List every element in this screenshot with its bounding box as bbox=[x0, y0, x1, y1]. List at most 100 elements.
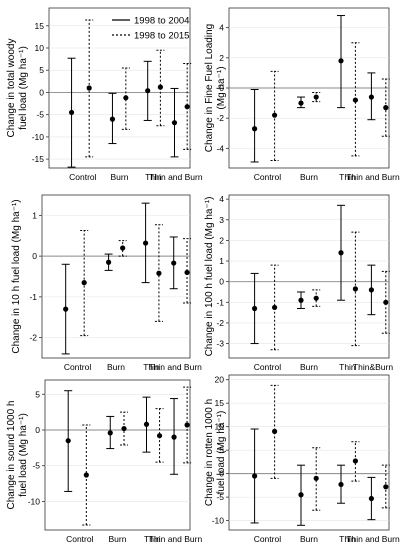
y-tick-label: 0 bbox=[219, 83, 224, 93]
legend-dotted-label: 1998 to 2015 bbox=[134, 31, 189, 42]
y-axis-label: (Mg ha⁻¹) bbox=[216, 66, 227, 109]
mean-point bbox=[352, 286, 358, 292]
y-tick-label: -2 bbox=[216, 113, 224, 123]
mean-point bbox=[171, 120, 178, 126]
y-tick-label: -5 bbox=[216, 492, 224, 502]
y-axis-label: Change in Fine Fuel Loading bbox=[204, 24, 215, 152]
mean-point bbox=[86, 85, 92, 91]
mean-point bbox=[383, 484, 389, 490]
mean-point bbox=[338, 481, 344, 488]
y-tick-label: 5 bbox=[219, 445, 224, 455]
mean-point bbox=[184, 104, 190, 110]
y-tick-label: 10 bbox=[35, 43, 45, 53]
mean-point bbox=[65, 438, 71, 444]
y-tick-label: -3 bbox=[216, 339, 224, 349]
x-category-label: Thin and Burn bbox=[346, 534, 400, 544]
y-axis-label: Change in 10 h fuel load (Mg ha⁻¹) bbox=[11, 199, 22, 353]
plot-frame bbox=[228, 374, 390, 531]
x-category-label: Thin bbox=[339, 534, 356, 544]
mean-point bbox=[171, 434, 177, 440]
mean-point bbox=[81, 280, 87, 286]
mean-point bbox=[272, 304, 278, 311]
mean-point bbox=[63, 306, 69, 312]
mean-point bbox=[157, 84, 163, 90]
mean-point bbox=[252, 126, 258, 132]
y-tick-label: 3 bbox=[219, 215, 224, 225]
y-tick-label: 0 bbox=[35, 425, 40, 435]
mean-point bbox=[298, 297, 304, 303]
y-tick-label: 5 bbox=[35, 389, 40, 399]
x-category-label: Thin and Burn bbox=[149, 172, 203, 182]
x-category-label: Control bbox=[254, 534, 282, 544]
mean-point bbox=[109, 116, 116, 122]
mean-point bbox=[156, 433, 163, 439]
plot-frame bbox=[48, 7, 191, 169]
mean-point bbox=[68, 109, 75, 116]
y-tick-label: -5 bbox=[36, 110, 44, 120]
mean-point bbox=[145, 88, 151, 94]
x-category-label: Thin and Burn bbox=[346, 172, 400, 182]
mean-point bbox=[121, 425, 127, 432]
mean-point bbox=[272, 112, 278, 118]
y-tick-label: 4 bbox=[219, 23, 224, 33]
x-category-label: Thin and Burn bbox=[149, 534, 203, 544]
y-tick-label: -10 bbox=[212, 516, 225, 526]
y-tick-label: 20 bbox=[215, 375, 225, 385]
y-tick-label: 2 bbox=[219, 53, 224, 63]
mean-point bbox=[352, 458, 358, 464]
x-category-label: Thin bbox=[144, 534, 161, 544]
plot-frame bbox=[44, 379, 191, 531]
y-tick-label: -1 bbox=[216, 297, 224, 307]
mean-point bbox=[106, 259, 112, 265]
mean-point bbox=[252, 473, 258, 479]
mean-point bbox=[313, 94, 319, 100]
x-category-label: Control bbox=[254, 362, 282, 372]
mean-point bbox=[383, 105, 389, 111]
y-tick-label: 0 bbox=[32, 251, 37, 261]
x-category-label: Control bbox=[66, 534, 94, 544]
x-category-label: Thin bbox=[339, 362, 356, 372]
mean-point bbox=[352, 97, 358, 103]
mean-point bbox=[123, 95, 129, 101]
y-tick-label: 0 bbox=[219, 277, 224, 287]
y-tick-label: 0 bbox=[219, 469, 224, 479]
y-tick-label: 2 bbox=[219, 235, 224, 245]
y-tick-label: 5 bbox=[39, 65, 44, 75]
mean-point bbox=[368, 94, 374, 100]
y-axis-label: Change in rotten 1000 h bbox=[204, 399, 215, 506]
y-tick-label: -15 bbox=[32, 154, 45, 164]
y-tick-label: 1 bbox=[219, 256, 224, 266]
y-tick-label: -10 bbox=[28, 496, 41, 506]
y-tick-label: 4 bbox=[219, 194, 224, 204]
y-axis-label: fuel load (Mg ha⁻¹) bbox=[216, 411, 227, 495]
mean-point bbox=[298, 100, 304, 106]
x-category-label: Burn bbox=[300, 172, 318, 182]
x-category-label: Control bbox=[254, 172, 282, 182]
mean-point bbox=[313, 295, 319, 301]
mean-point bbox=[383, 299, 389, 305]
y-tick-label: 0 bbox=[39, 87, 44, 97]
x-category-label: Thin bbox=[339, 172, 356, 182]
plot-frame bbox=[41, 194, 191, 359]
y-tick-label: -1 bbox=[29, 292, 37, 302]
x-category-label: Thin and Burn bbox=[148, 362, 202, 372]
mean-point bbox=[143, 240, 149, 246]
y-tick-label: -10 bbox=[32, 132, 45, 142]
x-category-label: Thin&Burn bbox=[353, 362, 393, 372]
mean-point bbox=[83, 472, 89, 478]
x-category-label: Thin bbox=[143, 362, 160, 372]
mean-point bbox=[338, 58, 344, 64]
y-axis-label: Change in total woody bbox=[6, 39, 17, 138]
y-tick-label: -5 bbox=[32, 461, 40, 471]
y-tick-label: -2 bbox=[216, 318, 224, 328]
x-category-label: Burn bbox=[300, 362, 318, 372]
mean-point bbox=[156, 270, 162, 276]
y-axis-label: Change in 100 h fuel load (Mg ha⁻¹) bbox=[204, 197, 215, 357]
x-category-label: Control bbox=[69, 172, 97, 182]
mean-point bbox=[143, 421, 150, 427]
